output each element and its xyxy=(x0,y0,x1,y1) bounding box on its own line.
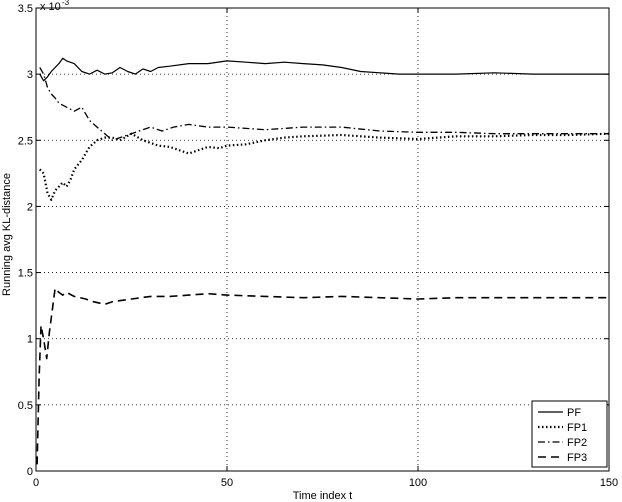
series-lines xyxy=(36,57,610,465)
y-tick-label: 0 xyxy=(27,466,33,478)
legend-label-pf: PF xyxy=(567,407,581,419)
legend-label-fp3: FP3 xyxy=(567,452,587,464)
y-multiplier: x 10 -3 xyxy=(40,0,70,13)
y-tick-label: 1.5 xyxy=(18,268,33,280)
legend: PF FP1 FP2 FP3 xyxy=(531,400,608,468)
y-multiplier-label: x 10 xyxy=(40,1,61,13)
x-tick-label: 50 xyxy=(221,477,233,489)
series-line-fp3 xyxy=(36,287,609,465)
x-axis-title: Time index t xyxy=(293,490,353,502)
series-line-fp1 xyxy=(39,132,610,201)
y-tick-label: 3 xyxy=(27,69,33,81)
y-tick-label: 3.5 xyxy=(18,3,33,15)
x-tick-label: 0 xyxy=(33,477,39,489)
x-tick-label: 100 xyxy=(409,477,427,489)
plot-area-frame xyxy=(35,7,610,472)
axis-ticks: 0 50 100 150 0 0.5 1 1.5 2 2.5 3 3.5 xyxy=(18,3,618,489)
y-tick-label: 1 xyxy=(27,334,33,346)
x-tick-label: 150 xyxy=(600,477,618,489)
legend-label-fp1: FP1 xyxy=(567,422,587,434)
series-line-pf xyxy=(39,57,609,82)
y-axis-title: Running avg KL-distance xyxy=(1,173,13,296)
y-multiplier-exponent: -3 xyxy=(62,0,70,7)
series-line-fp2 xyxy=(39,67,609,141)
legend-label-fp2: FP2 xyxy=(567,437,587,449)
y-tick-label: 2 xyxy=(27,201,33,213)
y-tick-label: 0.5 xyxy=(18,400,33,412)
y-tick-label: 2.5 xyxy=(18,135,33,147)
